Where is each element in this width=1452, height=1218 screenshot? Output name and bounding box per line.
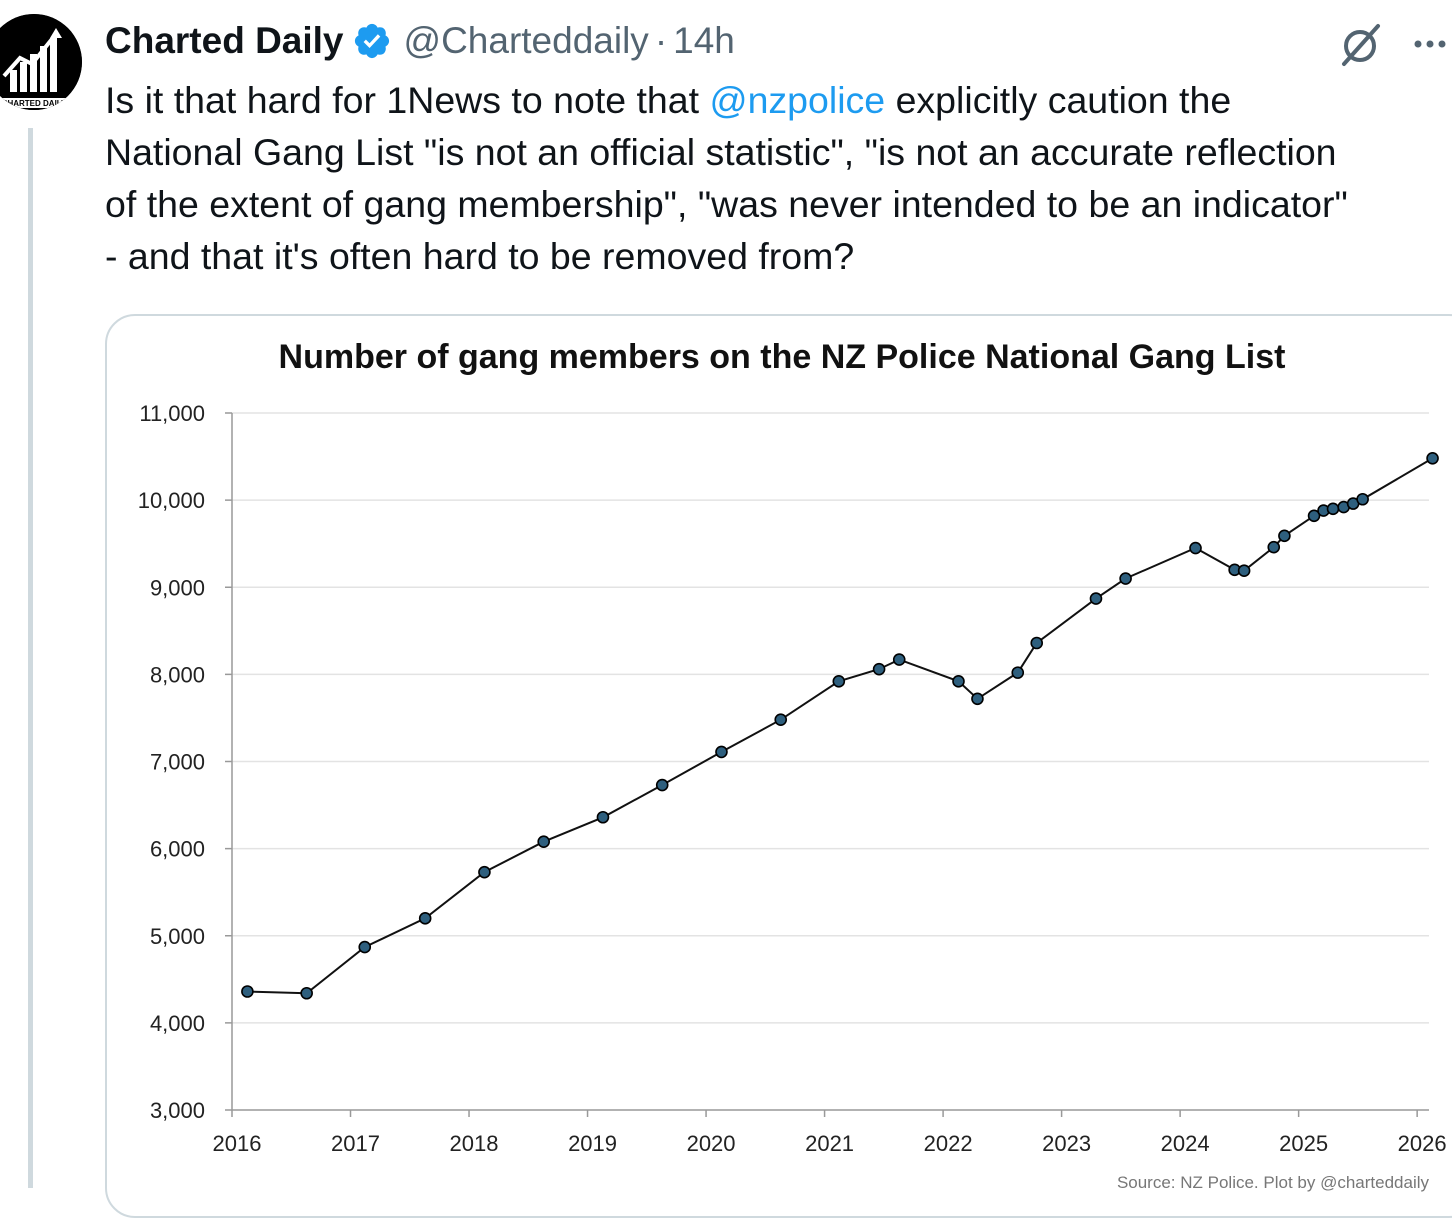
y-tick-label: 10,000 [138, 488, 205, 513]
x-tick-label: 2020 [687, 1131, 736, 1156]
thread-connector-line [28, 128, 33, 1188]
author-avatar[interactable]: CHARTED DAILY [0, 14, 82, 110]
data-point [952, 675, 965, 688]
more-options-icon[interactable] [1410, 24, 1450, 64]
chart-source: Source: NZ Police. Plot by @charteddaily [1117, 1173, 1430, 1192]
line-chart: Number of gang members on the NZ Police … [138, 338, 1447, 1192]
x-tick-label: 2022 [924, 1131, 973, 1156]
x-tick-label: 2017 [331, 1131, 380, 1156]
x-tick-label: 2026 [1398, 1131, 1447, 1156]
data-point [1326, 502, 1340, 516]
tweet-header: Charted Daily @Charteddaily · 14h [105, 18, 735, 64]
x-tick-label: 2019 [568, 1131, 617, 1156]
data-point [1278, 529, 1291, 543]
tweet-text-line-4: - and that it's often hard to be removed… [105, 235, 855, 277]
y-tick-label: 9,000 [150, 575, 205, 600]
y-tick-label: 7,000 [150, 750, 205, 775]
tweet-text-line-1: Is it that hard for 1News to note that @… [105, 79, 1232, 121]
data-point [358, 940, 372, 954]
data-point [1426, 452, 1439, 465]
author-name[interactable]: Charted Daily [105, 20, 344, 61]
mention-link[interactable]: @nzpolice [709, 79, 886, 121]
data-point [596, 810, 610, 824]
y-tick-label: 8,000 [150, 662, 205, 687]
tweet-text-line-3: of the extent of gang membership", "was … [105, 183, 1348, 225]
y-tick-label: 11,000 [139, 401, 205, 426]
y-tick-label: 5,000 [150, 924, 205, 949]
data-point [241, 985, 254, 998]
data-point [892, 653, 906, 666]
data-point [537, 835, 550, 848]
data-point [872, 662, 886, 676]
data-point [1189, 541, 1202, 555]
data-point [1356, 492, 1369, 506]
grok-icon[interactable] [1336, 20, 1384, 68]
data-point [1011, 666, 1025, 679]
y-tick-label: 3,000 [150, 1098, 205, 1123]
data-point [655, 778, 669, 792]
x-tick-label: 2018 [450, 1131, 499, 1156]
chart-title: Number of gang members on the NZ Police … [279, 338, 1286, 376]
data-point [478, 865, 491, 879]
x-tick-label: 2021 [805, 1131, 854, 1156]
data-point [1119, 572, 1132, 585]
x-tick-label: 2023 [1042, 1131, 1091, 1156]
data-point [1237, 564, 1251, 577]
x-tick-label: 2016 [213, 1131, 262, 1156]
data-point [418, 912, 432, 925]
data-point [1307, 509, 1321, 523]
author-handle[interactable]: @Charteddaily [403, 20, 649, 61]
y-tick-label: 6,000 [150, 837, 205, 862]
tweet-timestamp[interactable]: 14h [673, 20, 735, 61]
chart-image-card[interactable]: Number of gang members on the NZ Police … [105, 314, 1452, 1218]
tweet-text: Is it that hard for 1News to note that @… [105, 74, 1450, 282]
data-point [715, 745, 728, 759]
data-point [774, 713, 788, 726]
x-tick-label: 2025 [1279, 1131, 1328, 1156]
y-tick-label: 4,000 [150, 1011, 205, 1036]
verified-badge-icon[interactable] [352, 21, 392, 61]
data-point [1267, 540, 1281, 554]
x-tick-label: 2024 [1161, 1131, 1210, 1156]
data-point [832, 675, 846, 688]
avatar-logo-icon: CHARTED DAILY [0, 14, 82, 110]
data-point [300, 986, 313, 1000]
tweet-text-line-2: National Gang List "is not an official s… [105, 131, 1337, 173]
avatar-text: CHARTED DAILY [2, 99, 67, 108]
data-point [971, 692, 984, 706]
header-separator: · [654, 20, 668, 61]
data-point [1030, 636, 1044, 650]
data-point [1089, 592, 1103, 605]
